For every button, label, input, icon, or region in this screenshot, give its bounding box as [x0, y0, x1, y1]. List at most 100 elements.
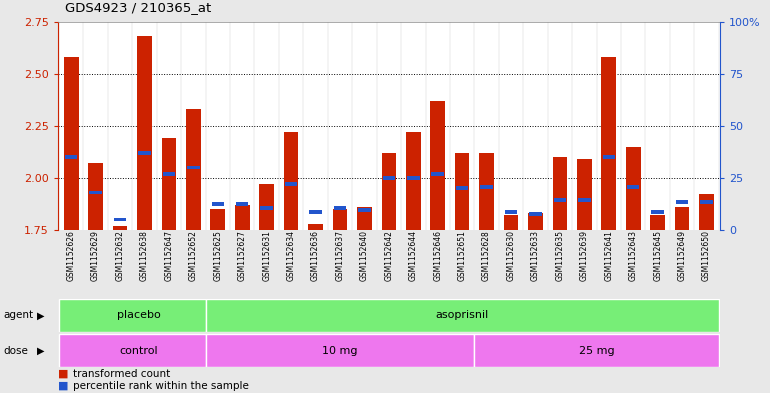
Text: GSM1152630: GSM1152630	[507, 230, 516, 281]
Text: GSM1152633: GSM1152633	[531, 230, 540, 281]
Text: GSM1152645: GSM1152645	[653, 230, 662, 281]
Bar	[162, 172, 175, 176]
Text: GSM1152636: GSM1152636	[311, 230, 320, 281]
Text: 25 mg: 25 mg	[579, 346, 614, 356]
Text: GSM1152649: GSM1152649	[678, 230, 687, 281]
Text: GSM1152652: GSM1152652	[189, 230, 198, 281]
Text: GSM1152639: GSM1152639	[580, 230, 589, 281]
Bar	[64, 57, 79, 230]
Bar	[676, 200, 688, 204]
Bar	[206, 299, 718, 332]
Text: GSM1152651: GSM1152651	[457, 230, 467, 281]
Bar	[528, 213, 543, 230]
Text: percentile rank within the sample: percentile rank within the sample	[73, 381, 249, 391]
Bar	[59, 334, 206, 367]
Text: GSM1152628: GSM1152628	[482, 230, 491, 281]
Text: GSM1152637: GSM1152637	[336, 230, 344, 281]
Bar	[186, 109, 201, 230]
Text: GSM1152632: GSM1152632	[116, 230, 125, 281]
Text: GSM1152643: GSM1152643	[628, 230, 638, 281]
Text: GSM1152646: GSM1152646	[434, 230, 442, 281]
Bar	[285, 182, 297, 186]
Bar	[284, 132, 299, 230]
Bar	[210, 209, 225, 230]
Bar	[357, 207, 372, 230]
Text: control: control	[119, 346, 158, 356]
Bar	[333, 206, 347, 210]
Bar	[430, 101, 445, 230]
Bar	[187, 165, 199, 169]
Text: ■: ■	[58, 381, 69, 391]
Bar	[651, 210, 664, 214]
Text: GSM1152641: GSM1152641	[604, 230, 613, 281]
Text: GSM1152650: GSM1152650	[702, 230, 711, 281]
Text: GSM1152640: GSM1152640	[360, 230, 369, 281]
Bar	[162, 138, 176, 230]
Bar	[383, 176, 395, 180]
Bar	[601, 57, 616, 230]
Text: agent: agent	[4, 310, 34, 320]
Text: ▶: ▶	[37, 310, 45, 320]
Bar	[455, 153, 470, 230]
Bar	[456, 186, 468, 190]
Bar	[505, 210, 517, 214]
Bar	[554, 198, 566, 202]
Bar	[308, 224, 323, 230]
Bar	[626, 147, 641, 230]
Bar	[59, 299, 206, 332]
Text: GSM1152638: GSM1152638	[140, 230, 149, 281]
Bar	[474, 334, 718, 367]
Text: GDS4923 / 210365_at: GDS4923 / 210365_at	[65, 1, 212, 14]
Bar	[139, 151, 151, 155]
Text: GSM1152625: GSM1152625	[213, 230, 223, 281]
Bar	[479, 153, 494, 230]
Bar	[603, 155, 615, 159]
Bar	[65, 155, 78, 159]
Bar	[700, 200, 713, 204]
Bar	[407, 176, 420, 180]
Bar	[260, 206, 273, 210]
Text: ■: ■	[58, 369, 69, 379]
Text: GSM1152647: GSM1152647	[165, 230, 173, 281]
Text: GSM1152644: GSM1152644	[409, 230, 418, 281]
Bar	[578, 198, 591, 202]
Text: GSM1152631: GSM1152631	[262, 230, 271, 281]
Bar	[114, 218, 126, 221]
Bar	[504, 215, 518, 230]
Text: GSM1152635: GSM1152635	[555, 230, 564, 281]
Text: transformed count: transformed count	[73, 369, 170, 379]
Text: placebo: placebo	[116, 310, 160, 320]
Bar	[627, 185, 639, 189]
Bar	[206, 334, 474, 367]
Text: GSM1152626: GSM1152626	[67, 230, 75, 281]
Bar	[431, 172, 444, 176]
Bar	[358, 208, 370, 212]
Text: GSM1152642: GSM1152642	[384, 230, 393, 281]
Bar	[310, 210, 322, 214]
Bar	[651, 215, 665, 230]
Bar	[553, 157, 567, 230]
Bar	[480, 185, 493, 189]
Text: 10 mg: 10 mg	[322, 346, 358, 356]
Bar	[89, 163, 103, 230]
Bar	[137, 36, 152, 230]
Bar	[675, 207, 689, 230]
Bar	[577, 159, 591, 230]
Bar	[212, 202, 224, 206]
Text: GSM1152634: GSM1152634	[286, 230, 296, 281]
Bar	[112, 226, 127, 230]
Bar	[699, 195, 714, 230]
Bar	[259, 184, 274, 230]
Bar	[235, 205, 249, 230]
Bar	[381, 153, 397, 230]
Bar	[406, 132, 420, 230]
Bar	[333, 209, 347, 230]
Bar	[529, 212, 541, 216]
Bar	[89, 191, 102, 194]
Text: GSM1152629: GSM1152629	[91, 230, 100, 281]
Text: dose: dose	[4, 346, 28, 356]
Bar	[236, 202, 249, 206]
Text: ▶: ▶	[37, 346, 45, 356]
Text: GSM1152627: GSM1152627	[238, 230, 246, 281]
Text: asoprisnil: asoprisnil	[436, 310, 489, 320]
